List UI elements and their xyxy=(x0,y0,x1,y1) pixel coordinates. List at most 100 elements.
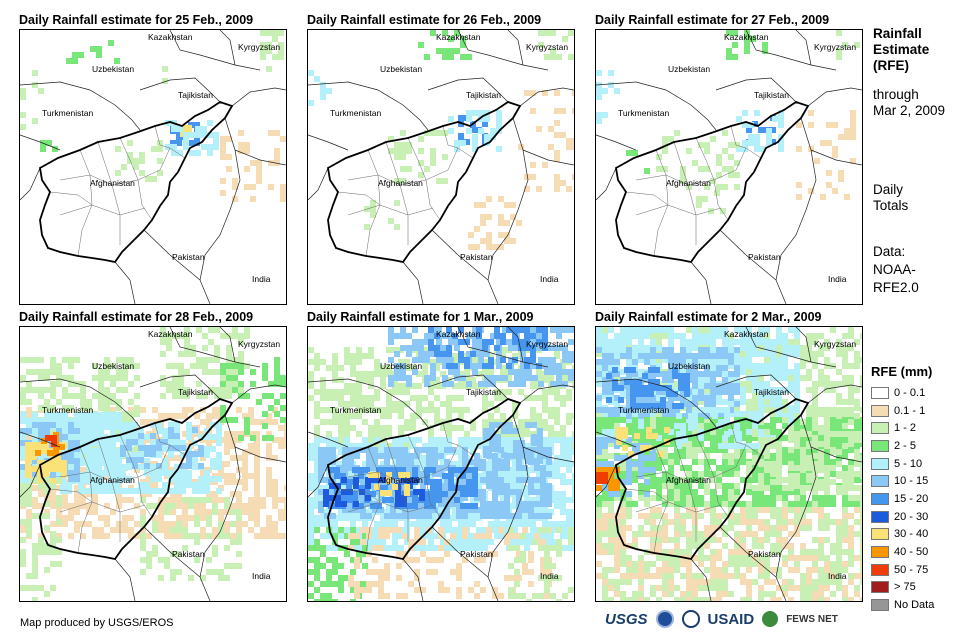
rainfall-cell xyxy=(43,448,49,454)
rainfall-cell xyxy=(800,447,806,453)
rainfall-cell xyxy=(566,467,572,473)
rainfall-cell xyxy=(486,507,492,513)
rainfall-cell xyxy=(188,533,194,539)
rainfall-cell xyxy=(338,533,344,539)
rainfall-cell xyxy=(212,509,218,515)
rainfall-cell xyxy=(414,569,420,575)
rainfall-cell xyxy=(766,128,772,134)
rainfall-cell xyxy=(200,509,206,515)
rainfall-cell xyxy=(448,473,454,479)
rainfall-cell xyxy=(166,363,172,369)
rainfall-cell xyxy=(37,460,43,466)
rainfall-cell xyxy=(524,431,530,437)
rainfall-cell xyxy=(560,108,566,114)
rainfall-cell xyxy=(489,422,495,428)
rainfall-cell xyxy=(195,126,201,132)
rainfall-cell xyxy=(476,473,482,479)
rainfall-cell xyxy=(388,218,394,224)
rainfall-map-svg: KazakhstanKyrgyzstanUzbekistanTajikistan… xyxy=(596,327,862,601)
rainfall-cell xyxy=(84,428,90,434)
rainfall-cell xyxy=(96,422,102,428)
rainfall-cell xyxy=(770,531,776,537)
rainfall-cell xyxy=(776,495,782,501)
rainfall-cell xyxy=(550,345,556,351)
rainfall-cell xyxy=(420,513,426,519)
rainfall-cell xyxy=(362,533,368,539)
rainfall-cell xyxy=(668,561,674,567)
rainfall-cell xyxy=(62,521,68,527)
rainfall-cell xyxy=(353,501,359,507)
rainfall-cell xyxy=(108,440,114,446)
rainfall-cell xyxy=(150,422,156,428)
rainfall-cell xyxy=(434,545,440,551)
rainfall-cell xyxy=(326,557,332,563)
rainfall-cell xyxy=(560,443,566,449)
rainfall-cell xyxy=(566,138,572,144)
rainfall-cell xyxy=(278,48,284,54)
rainfall-cell xyxy=(494,333,500,339)
rainfall-cell xyxy=(458,407,464,413)
rainfall-cell xyxy=(428,545,434,551)
rainfall-cell xyxy=(614,585,620,591)
rainfall-cell xyxy=(596,513,602,519)
rainfall-cell xyxy=(668,555,674,561)
rainfall-cell xyxy=(450,447,456,453)
rainfall-cell xyxy=(462,527,468,533)
rainfall-cell xyxy=(752,393,758,399)
rainfall-cell xyxy=(338,587,344,593)
rainfall-cell xyxy=(220,190,226,196)
rainfall-cell xyxy=(144,488,150,494)
rainfall-cell xyxy=(516,495,522,501)
rainfall-cell xyxy=(38,405,44,411)
rainfall-cell xyxy=(508,563,514,569)
rainfall-cell xyxy=(492,489,498,495)
rainfall-cell xyxy=(530,467,536,473)
rainfall-cell xyxy=(428,521,434,527)
rainfall-cell xyxy=(692,573,698,579)
rainfall-cell xyxy=(354,453,360,459)
rainfall-cell xyxy=(110,430,116,436)
rainfall-cell xyxy=(820,194,826,200)
rainfall-cell xyxy=(388,148,394,154)
rainfall-cell xyxy=(189,132,195,138)
rainfall-cell xyxy=(160,351,166,357)
rainfall-cell xyxy=(560,521,566,527)
rainfall-cell xyxy=(20,555,26,561)
rainfall-cell xyxy=(560,365,566,371)
rainfall-cell xyxy=(268,160,274,166)
rainfall-cell xyxy=(350,353,356,359)
rainfall-cell xyxy=(416,521,422,527)
rainfall-cell xyxy=(716,160,722,166)
rainfall-cell xyxy=(196,381,202,387)
rainfall-cell xyxy=(686,327,692,333)
rainfall-cell xyxy=(398,431,404,437)
rainfall-cell xyxy=(384,593,390,599)
rainfall-cell xyxy=(382,485,388,491)
rainfall-cell xyxy=(90,482,96,488)
rainfall-cell xyxy=(220,142,226,148)
rainfall-cell xyxy=(538,357,544,363)
rainfall-cell xyxy=(674,597,680,601)
rainfall-cell xyxy=(366,513,372,519)
rainfall-cell xyxy=(495,458,501,464)
rainfall-cell xyxy=(506,389,512,395)
rainfall-cell xyxy=(480,513,486,519)
rainfall-cell xyxy=(826,122,832,128)
rainfall-cell xyxy=(362,419,368,425)
rainfall-cell xyxy=(560,509,566,515)
rainfall-cell xyxy=(38,88,44,94)
rainfall-cell xyxy=(850,116,856,122)
rainfall-cell xyxy=(398,472,404,478)
rainfall-cell xyxy=(390,513,396,519)
rainfall-cell xyxy=(758,375,764,381)
country-label-uzbekistan: Uzbekistan xyxy=(92,64,134,74)
rainfall-cell xyxy=(32,430,38,436)
rainfall-cell xyxy=(50,363,56,369)
rainfall-cell xyxy=(350,521,356,527)
rainfall-cell xyxy=(742,140,748,146)
rainfall-cell xyxy=(514,557,520,563)
rainfall-cell xyxy=(514,345,520,351)
rainfall-cell xyxy=(188,575,194,581)
rainfall-cell xyxy=(430,130,436,136)
rainfall-cell xyxy=(280,190,286,196)
